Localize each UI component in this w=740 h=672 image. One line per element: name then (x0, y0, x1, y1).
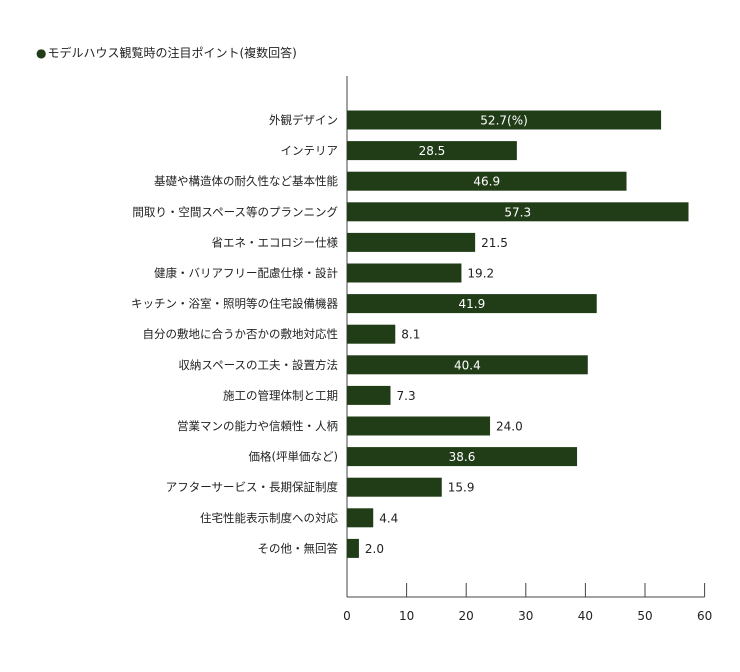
category-label: 省エネ・エコロジー仕様 (212, 235, 339, 249)
value-label: 57.3 (504, 205, 531, 219)
value-label: 7.3 (397, 389, 416, 403)
value-label: 4.4 (379, 511, 398, 525)
bar (347, 447, 578, 467)
bar (347, 232, 476, 252)
category-label: インテリア (281, 144, 339, 158)
category-label: 収納スペースの工夫・設置方法 (178, 358, 338, 372)
title-bullet-icon: ● (36, 46, 47, 60)
bar (347, 508, 374, 528)
value-label: 24.0 (496, 420, 523, 434)
value-label: 52.7(%) (480, 114, 527, 128)
value-label: 46.9 (473, 175, 500, 189)
bar (347, 355, 588, 375)
x-tick-label: 0 (343, 609, 351, 623)
bar (347, 202, 689, 222)
value-label: 8.1 (401, 328, 420, 342)
bar (347, 110, 662, 130)
bar (347, 477, 442, 497)
bar (347, 385, 391, 405)
bar (347, 141, 517, 161)
value-label: 41.9 (459, 297, 486, 311)
value-label: 21.5 (481, 236, 508, 250)
bar (347, 171, 627, 191)
bar (347, 538, 359, 558)
category-label: 基礎や構造体の耐久性など基本性能 (154, 174, 338, 188)
chart-title-text: モデルハウス観覧時の注目ポイント(複数回答) (47, 46, 297, 60)
value-label: 28.5 (419, 144, 446, 158)
category-label: 営業マンの能力や信頼性・人柄 (177, 419, 338, 433)
category-label: 施工の管理体制と工期 (223, 388, 338, 402)
bar (347, 263, 462, 283)
category-label: 住宅性能表示制度への対応 (200, 511, 338, 525)
x-tick-label: 30 (518, 609, 533, 623)
value-label: 40.4 (454, 358, 481, 372)
category-label: 外観デザイン (269, 113, 338, 127)
x-tick-label: 50 (637, 609, 652, 623)
x-tick-label: 40 (578, 609, 593, 623)
category-label: その他・無回答 (258, 541, 339, 555)
category-label: アフターサービス・長期保証制度 (166, 480, 339, 494)
x-tick-label: 10 (399, 609, 414, 623)
value-label: 19.2 (467, 267, 494, 281)
value-label: 38.6 (449, 450, 476, 464)
value-label: 15.9 (448, 481, 475, 495)
category-label: 価格(坪単価など) (249, 450, 338, 464)
category-label: キッチン・浴室・照明等の住宅設備機器 (131, 297, 338, 311)
value-label: 2.0 (365, 542, 384, 556)
category-label: 自分の敷地に合うか否かの敷地対応性 (143, 327, 339, 341)
chart-title: ●モデルハウス観覧時の注目ポイント(複数回答) (36, 44, 297, 61)
bar (347, 294, 597, 314)
x-tick-label: 60 (697, 609, 712, 623)
bar (347, 324, 396, 344)
bar (347, 416, 491, 436)
x-tick-label: 20 (459, 609, 474, 623)
category-label: 健康・バリアフリー配慮仕様・設計 (154, 266, 338, 280)
category-label: 間取り・空間スペース等のプランニング (132, 205, 338, 219)
